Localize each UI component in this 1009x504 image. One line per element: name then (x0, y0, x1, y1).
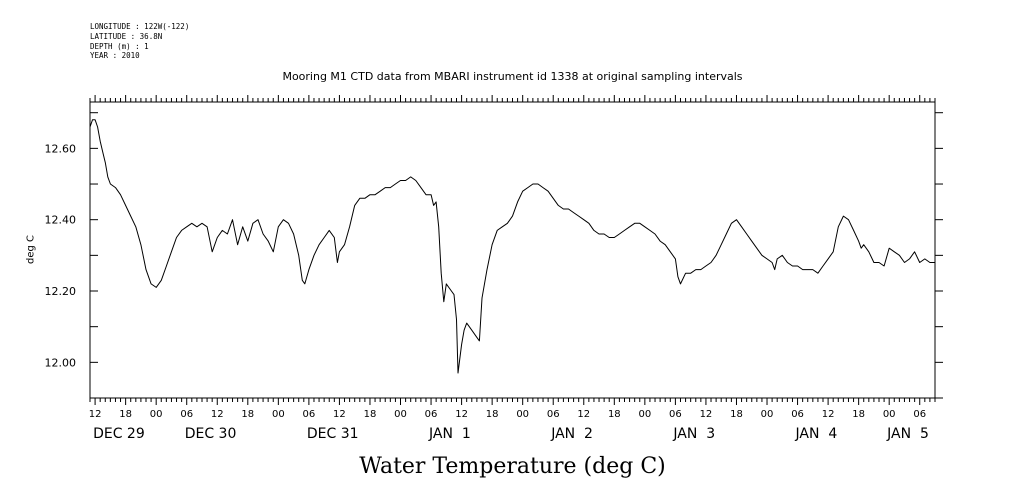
y-tick-label: 12.20 (45, 285, 77, 298)
x-hour-tick-label: 18 (119, 409, 132, 420)
plot-frame (89, 101, 936, 399)
y-tick-label: 12.60 (45, 142, 77, 155)
y-tick-label: 12.00 (45, 356, 77, 369)
x-hour-tick-label: 00 (883, 409, 896, 420)
x-hour-tick-label: 12 (89, 409, 102, 420)
x-hour-tick-label: 06 (425, 409, 438, 420)
x-hour-tick-label: 00 (272, 409, 285, 420)
meta-latitude: LATITUDE : 36.8N (90, 31, 163, 41)
x-hour-tick-label: 06 (669, 409, 682, 420)
x-hour-tick-label: 12 (333, 409, 346, 420)
x-hour-tick-label: 00 (516, 409, 529, 420)
x-hour-tick-label: 12 (577, 409, 590, 420)
meta-depth: DEPTH (m) : 1 (90, 41, 149, 51)
x-hour-tick-label: 06 (913, 409, 926, 420)
chart-title: Mooring M1 CTD data from MBARI instrumen… (282, 70, 743, 83)
x-hour-tick-label: 06 (180, 409, 193, 420)
x-hour-tick-label: 06 (791, 409, 804, 420)
x-hour-tick-label: 00 (150, 409, 163, 420)
x-hour-tick-label: 00 (761, 409, 774, 420)
x-hour-tick-label: 12 (211, 409, 224, 420)
x-date-label: JAN 4 (795, 426, 838, 442)
meta-longitude: LONGITUDE : 122W(-122) (90, 22, 190, 31)
temperature-line (89, 119, 935, 374)
x-hour-tick-label: 12 (455, 409, 468, 420)
x-hour-tick-label: 18 (241, 409, 254, 420)
x-hour-tick-label: 18 (364, 409, 377, 420)
x-axis-title: Water Temperature (deg C) (359, 454, 666, 479)
x-date-label: JAN 3 (672, 426, 715, 442)
y-tick-label: 12.40 (45, 214, 77, 227)
x-date-label: JAN 2 (550, 426, 593, 442)
x-date-label: DEC 29 (93, 426, 145, 442)
x-hour-tick-label: 12 (822, 409, 835, 420)
x-hour-tick-label: 18 (486, 409, 499, 420)
x-hour-tick-label: 06 (303, 409, 316, 420)
meta-year: YEAR : 2010 (90, 51, 140, 61)
x-hour-tick-label: 00 (638, 409, 651, 420)
x-hour-tick-label: 18 (730, 409, 743, 420)
metadata-block: LONGITUDE : 122W(-122) LATITUDE : 36.8N … (90, 22, 189, 61)
x-date-label: DEC 31 (307, 426, 359, 442)
x-date-label: JAN 5 (886, 426, 929, 442)
x-date-label: DEC 30 (185, 426, 237, 442)
x-hour-tick-label: 12 (700, 409, 713, 420)
x-hour-tick-label: 18 (608, 409, 621, 420)
x-date-label: JAN 1 (428, 426, 471, 442)
x-hour-tick-label: 18 (852, 409, 865, 420)
x-hour-tick-label: 06 (547, 409, 560, 420)
x-hour-tick-label: 00 (394, 409, 407, 420)
